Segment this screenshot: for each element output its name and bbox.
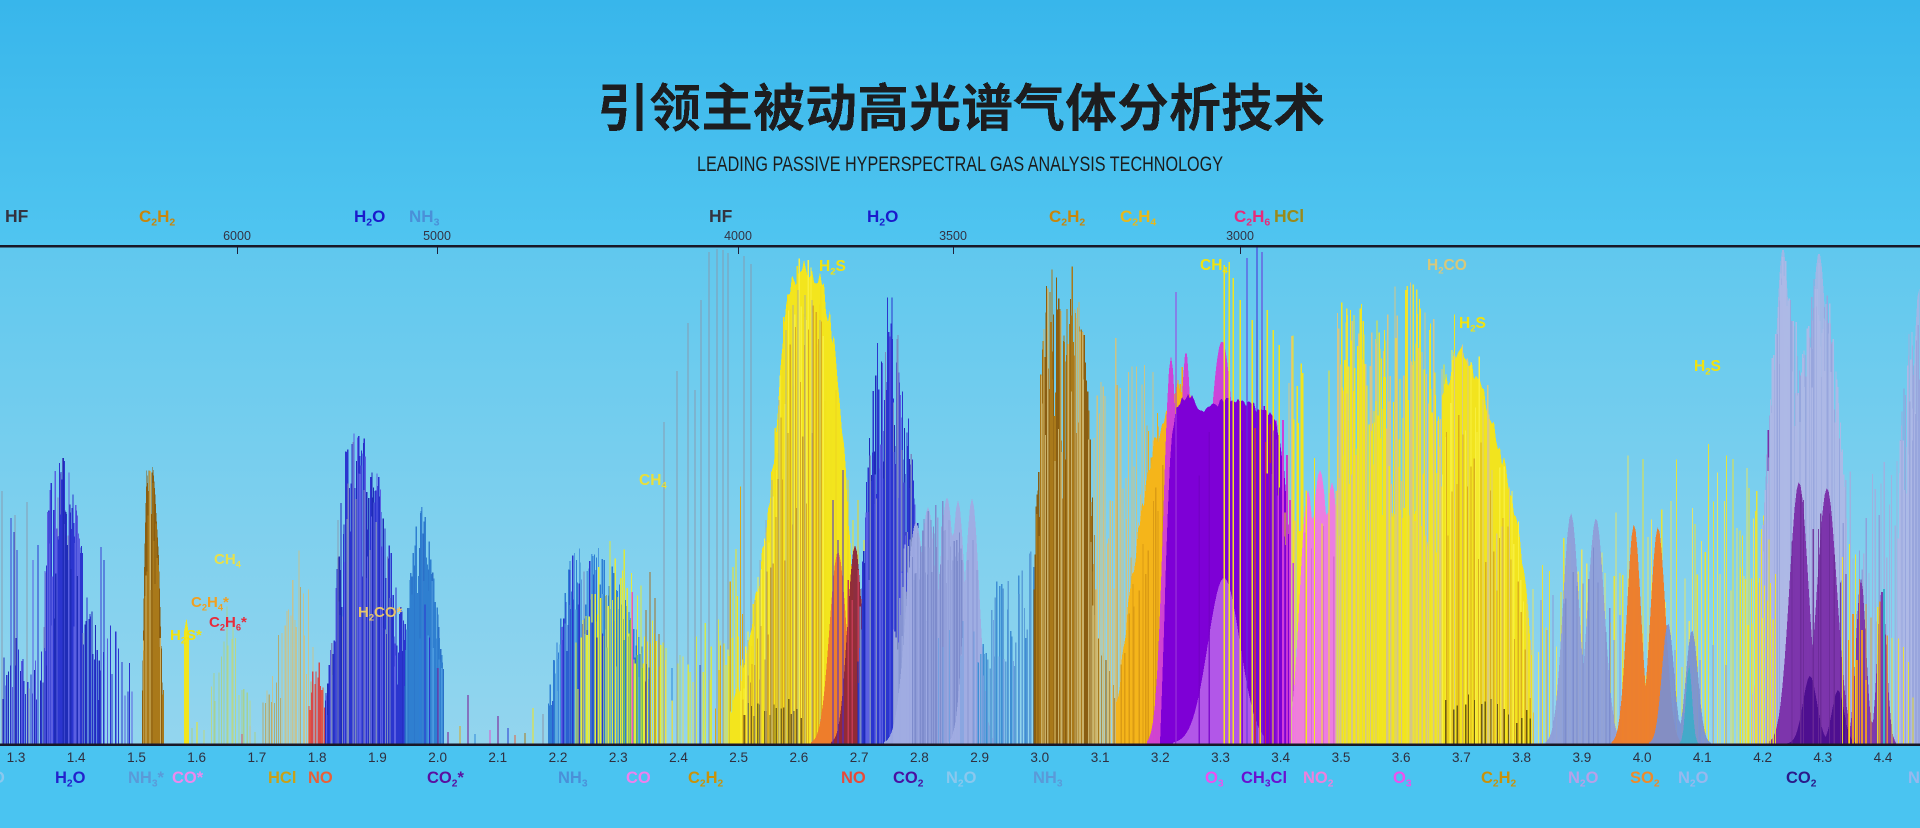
svg-text:3.7: 3.7	[1452, 750, 1471, 765]
svg-text:3.3: 3.3	[1211, 750, 1230, 765]
svg-text:4.1: 4.1	[1693, 750, 1712, 765]
svg-text:2.2: 2.2	[549, 750, 568, 765]
svg-text:CH3​Cl: CH3​Cl	[1241, 769, 1287, 790]
svg-text:CH4​: CH4​	[639, 472, 667, 491]
svg-text:C2​H4​*: C2​H4​*	[191, 594, 229, 612]
svg-text:NH3​: NH3​	[409, 207, 440, 229]
svg-text:O3​: O3​	[1393, 769, 1412, 790]
svg-text:N2​O: N2​O	[1568, 769, 1599, 790]
svg-text:4.2: 4.2	[1753, 750, 1772, 765]
svg-text:C2​H2​: C2​H2​	[1481, 769, 1517, 790]
svg-text:4.3: 4.3	[1813, 750, 1832, 765]
svg-text:H2​CO: H2​CO	[1427, 257, 1467, 276]
svg-text:NO: NO	[841, 769, 866, 787]
svg-text:LEADING PASSIVE HYPERSPECTRAL: LEADING PASSIVE HYPERSPECTRAL GAS ANALYS…	[697, 153, 1223, 176]
svg-text:2.6: 2.6	[790, 750, 809, 765]
svg-text:1.3: 1.3	[7, 750, 26, 765]
svg-text:H2​S: H2​S	[1459, 315, 1486, 334]
svg-text:N2​: N2​	[1908, 769, 1920, 790]
svg-text:O3​: O3​	[1205, 769, 1224, 790]
svg-text:2.5: 2.5	[729, 750, 748, 765]
svg-text:NH3​: NH3​	[558, 769, 588, 790]
svg-text:3.5: 3.5	[1332, 750, 1351, 765]
svg-text:1.4: 1.4	[67, 750, 86, 765]
svg-text:H2​O: H2​O	[867, 207, 898, 229]
svg-text:1.8: 1.8	[308, 750, 327, 765]
svg-text:3.9: 3.9	[1573, 750, 1592, 765]
svg-text:HCl: HCl	[268, 769, 296, 787]
svg-text:3.8: 3.8	[1512, 750, 1531, 765]
svg-text:CO2​*: CO2​*	[427, 769, 464, 790]
svg-text:H2​S: H2​S	[1694, 358, 1721, 377]
svg-text:3.4: 3.4	[1271, 750, 1290, 765]
svg-text:N2​O: N2​O	[1678, 769, 1709, 790]
svg-text:CO2​: CO2​	[893, 769, 924, 790]
svg-text:HF: HF	[5, 206, 29, 226]
svg-text:N2​O: N2​O	[946, 769, 977, 790]
svg-text:H2​O: H2​O	[55, 769, 86, 790]
svg-text:3.1: 3.1	[1091, 750, 1110, 765]
svg-text:H2​S: H2​S	[819, 258, 846, 277]
svg-text:5000: 5000	[423, 229, 451, 243]
svg-text:H2​CO*: H2​CO*	[358, 604, 403, 622]
svg-text:4.0: 4.0	[1633, 750, 1652, 765]
svg-text:HCl: HCl	[1274, 206, 1304, 226]
svg-text:CO2​: CO2​	[1786, 769, 1817, 790]
svg-text:3500: 3500	[939, 229, 967, 243]
svg-text:CO*: CO*	[172, 769, 204, 787]
svg-text:2.4: 2.4	[669, 750, 688, 765]
svg-text:1.7: 1.7	[248, 750, 267, 765]
svg-text:C2​H2​: C2​H2​	[1049, 207, 1085, 229]
svg-text:3.0: 3.0	[1030, 750, 1049, 765]
svg-text:1.6: 1.6	[187, 750, 206, 765]
svg-text:CH4​: CH4​	[1200, 257, 1228, 276]
svg-text:2.8: 2.8	[910, 750, 929, 765]
svg-text:CO: CO	[626, 769, 651, 787]
svg-text:C2​H6​*: C2​H6​*	[209, 614, 247, 632]
svg-text:4000: 4000	[724, 229, 752, 243]
svg-text:HF: HF	[709, 206, 733, 226]
svg-text:H2​S*: H2​S*	[170, 627, 202, 645]
svg-text:2.0: 2.0	[428, 750, 447, 765]
svg-text:CH4​: CH4​	[214, 551, 242, 569]
svg-text:NO: NO	[308, 769, 333, 787]
svg-text:C2​H2​: C2​H2​	[139, 207, 175, 229]
svg-text:H2​O: H2​O	[354, 207, 385, 229]
svg-text:SO2​: SO2​	[1630, 769, 1660, 790]
svg-text:C2​H2​: C2​H2​	[688, 769, 724, 790]
svg-text:3.6: 3.6	[1392, 750, 1411, 765]
svg-text:NH3​: NH3​	[1033, 769, 1063, 790]
svg-text:4.4: 4.4	[1874, 750, 1893, 765]
svg-text:C2​H6​: C2​H6​	[1234, 207, 1270, 229]
svg-text:C2​H4​: C2​H4​	[1120, 207, 1156, 229]
svg-text:NO2​: NO2​	[1303, 769, 1334, 790]
svg-text:3.2: 3.2	[1151, 750, 1170, 765]
svg-text:1.5: 1.5	[127, 750, 146, 765]
svg-text:2.9: 2.9	[970, 750, 989, 765]
svg-text:2.3: 2.3	[609, 750, 628, 765]
svg-text:2.1: 2.1	[488, 750, 507, 765]
svg-text:O: O	[0, 769, 5, 787]
svg-text:NH3​*: NH3​*	[128, 769, 165, 790]
svg-text:6000: 6000	[223, 229, 251, 243]
svg-text:1.9: 1.9	[368, 750, 387, 765]
svg-text:2.7: 2.7	[850, 750, 869, 765]
svg-text:3000: 3000	[1226, 229, 1254, 243]
